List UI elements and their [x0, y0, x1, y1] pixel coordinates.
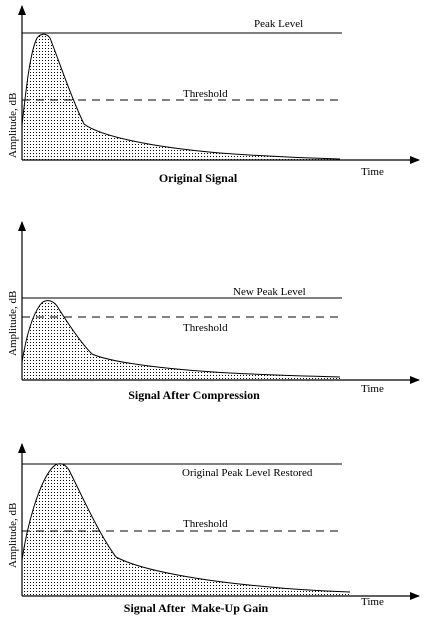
- signal-envelope: [22, 300, 340, 380]
- threshold-label: Threshold: [183, 88, 228, 100]
- panel-caption: Signal After Compression: [128, 388, 260, 402]
- threshold-label: Threshold: [183, 322, 228, 334]
- signal-envelope: [22, 34, 340, 160]
- signal-envelope-outline: [21, 33, 341, 160]
- panel-caption: Signal After Make-Up Gain: [124, 601, 269, 615]
- threshold-label: Threshold: [183, 518, 228, 530]
- y-axis-label: Amplitude, dB: [7, 503, 19, 568]
- panel-after-compression: New Peak Level Threshold Amplitude, dB T…: [7, 221, 420, 402]
- y-axis-label: Amplitude, dB: [7, 93, 19, 158]
- peak-level-label: Peak Level: [254, 18, 303, 30]
- x-axis-label: Time: [361, 383, 384, 395]
- panel-original-signal: Peak Level Threshold Amplitude, dB Time …: [7, 5, 420, 185]
- y-axis-label: Amplitude, dB: [7, 291, 19, 356]
- new-peak-level-label: New Peak Level: [233, 286, 306, 298]
- signal-envelope-outline: [21, 463, 351, 593]
- x-axis-label: Time: [361, 596, 384, 608]
- x-axis-label: Time: [361, 166, 384, 178]
- restored-peak-level-label: Original Peak Level Restored: [182, 467, 313, 479]
- panel-after-make-up-gain: Original Peak Level Restored Threshold A…: [7, 443, 420, 615]
- panel-caption: Original Signal: [159, 171, 238, 185]
- signal-envelope: [22, 463, 350, 596]
- signal-envelope-outline: [21, 300, 341, 378]
